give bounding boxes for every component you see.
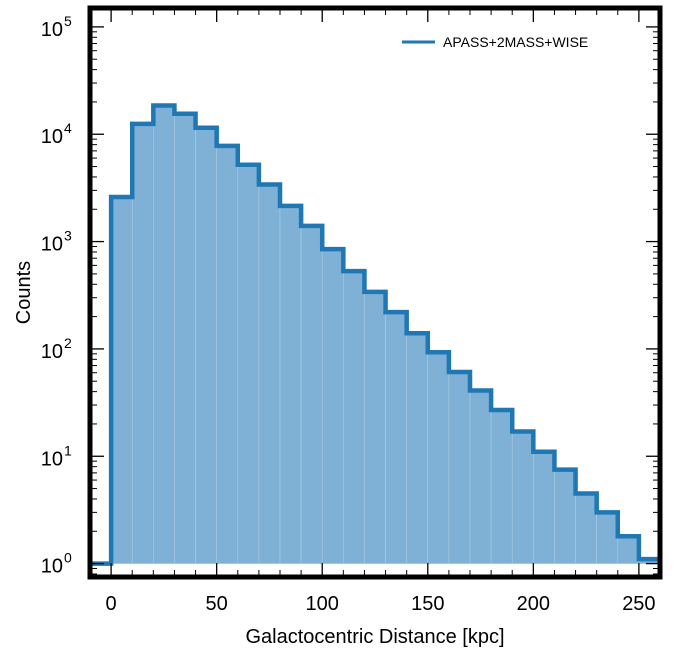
histogram-bar [237,164,260,564]
histogram-bar [596,512,619,564]
histogram-bars [110,105,661,564]
histogram-bar [131,123,154,564]
histogram-bar [617,535,640,564]
y-tick-exponent: 0 [64,550,72,566]
histogram-bar [364,291,386,564]
y-tick-exponent: 1 [64,442,72,458]
histogram-bar [385,311,407,564]
x-axis-title: Galactocentric Distance [kpc] [246,626,505,648]
y-tick-label: 10 [41,19,63,41]
y-tick-label: 10 [41,448,63,470]
histogram-bar [216,145,239,564]
histogram-bar [110,196,133,564]
x-tick-label: 0 [106,593,117,615]
y-tick-label: 10 [41,126,63,148]
y-tick-exponent: 5 [64,13,72,29]
histogram-bar [406,332,429,564]
x-tick-label: 150 [411,593,444,615]
histogram-bar [469,390,492,564]
histogram-bar [321,248,344,564]
histogram-bar [554,469,576,564]
histogram-bar [448,371,471,564]
histogram-step-outline [90,103,660,566]
legend: APASS+2MASS+WISE [402,34,588,50]
histogram-bar [511,431,534,564]
histogram-bar [258,184,281,564]
x-tick-label: 200 [517,593,550,615]
y-tick-label: 10 [41,556,63,578]
x-tick-label: 100 [306,593,339,615]
y-axis-title: Counts [13,261,35,324]
histogram-bar [300,225,323,564]
histogram-bar [174,113,196,564]
histogram-bar [343,270,365,564]
x-tick-label: 50 [206,593,228,615]
histogram-bar [153,105,175,564]
plot-frame [87,5,663,580]
x-tick-labels: 0 50 100 150 200 250 [106,593,656,615]
histogram-bar [427,351,450,564]
histogram-bar [490,409,513,564]
y-tick-exponent: 2 [64,335,72,351]
y-tick-exponent: 3 [64,228,72,244]
y-tick-label: 10 [41,234,63,256]
histogram-bar [533,451,555,564]
y-tick-exponent: 4 [64,120,72,136]
x-tick-label: 250 [622,593,655,615]
y-tick-label: 10 [41,341,63,363]
histogram-bar [575,493,597,564]
legend-label: APASS+2MASS+WISE [443,34,588,50]
histogram-bar [195,127,217,564]
histogram-bar [279,205,302,564]
